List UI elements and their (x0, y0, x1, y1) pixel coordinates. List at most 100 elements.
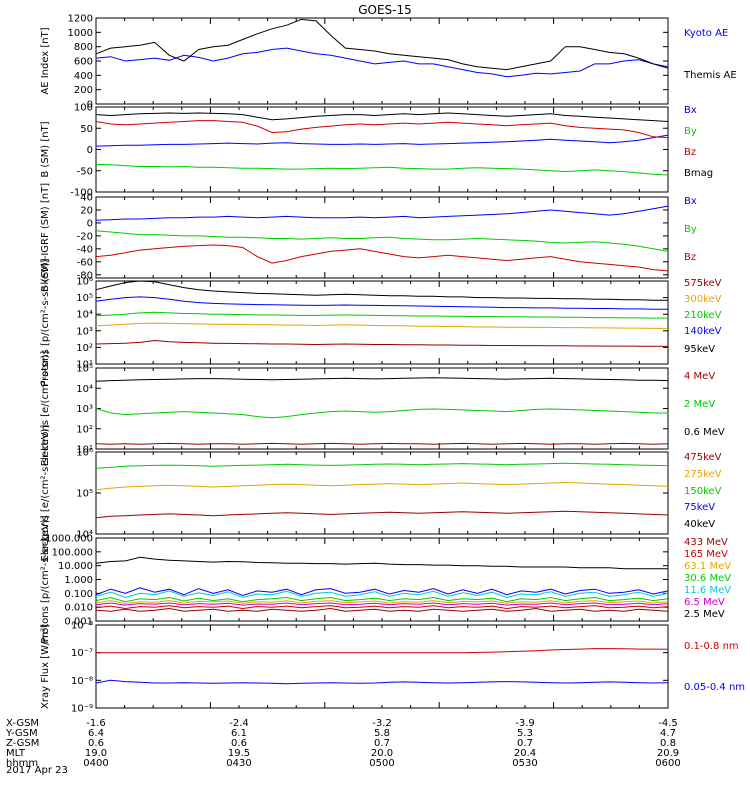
y-tick-label: 10⁻⁷ (71, 648, 93, 659)
axis-row-value: 20.0 (371, 748, 393, 759)
legend-entry: 165 MeV (684, 549, 728, 560)
y-tick-label: 10.000 (58, 561, 93, 572)
y-axis-label: Electrons [e/(cm²-s-sr)] (40, 351, 51, 467)
y-tick-label: -100 (70, 188, 93, 199)
legend-entry: 2 MeV (684, 399, 715, 410)
axis-row-value: 19.0 (85, 748, 107, 759)
axis-row-value: 5.3 (517, 728, 533, 739)
series-line-140kev (95, 296, 668, 310)
series-line-165-mev (95, 605, 669, 610)
y-tick-label: 10² (76, 343, 93, 354)
series-line-63-1-mev (95, 600, 669, 605)
legend-entry: 0.6 MeV (684, 427, 725, 438)
axis-row-value: 20.9 (657, 748, 679, 759)
y-tick-label: -20 (77, 231, 93, 242)
series-line-150kev (95, 462, 669, 469)
y-tick-label: 0.010 (64, 603, 93, 614)
legend-entry: Themis AE (683, 70, 737, 81)
legend-entry: 575keV (684, 278, 722, 289)
y-tick-label: 1.000 (64, 575, 93, 586)
axis-row-label: X-GSM (6, 718, 39, 729)
y-axis-label: Protons [p/(cm²-s-sr-keV)] (40, 258, 51, 386)
series-line-bz (95, 244, 669, 272)
bottom-axis-table: X-GSM -1.6 -2.4 -3.2 -3.9 -4.5 Y-GSM 6.4 6.1 5.8 5… (5, 718, 681, 769)
axis-row-value: -3.2 (372, 718, 392, 729)
legend-entry: 95keV (684, 344, 715, 355)
panel-2: -100 -50 0 50 100 B (SM) [nT] Bx By Bz Bmag (40, 103, 713, 199)
y-tick-label: 0 (87, 145, 93, 156)
legend-entry: Bz (684, 147, 696, 158)
panel-8: 10⁻⁹ 10⁻⁸ 10⁻⁷ 10⁻⁶ Xray Flux [W/m²] 0.1-0.8 … (40, 621, 745, 715)
y-tick-label: 10⁻⁹ (71, 704, 93, 715)
legend-entry: 433 MeV (684, 537, 728, 548)
y-tick-label: 10⁴ (76, 530, 93, 541)
y-tick-label: 200 (74, 85, 93, 96)
plot-date: 2017 Apr 23 (6, 765, 68, 776)
series-line-4-mev (95, 442, 669, 445)
y-axis-label: AE Index [nT] (40, 27, 51, 94)
y-axis-label: B (SM)-IGRF (SM) [nT] (40, 183, 51, 292)
legend-entry: 140keV (684, 326, 722, 337)
series-line-6-5-mev (95, 602, 669, 606)
series-line-kyoto-ae (95, 47, 669, 78)
y-tick-label: 10⁵ (76, 293, 93, 304)
series-line-300kev (95, 322, 668, 329)
y-tick-label: 0.100 (64, 589, 93, 600)
legend-entry: 6.5 MeV (684, 597, 725, 608)
y-tick-label: 50 (80, 124, 93, 135)
y-axis-label: Electrons [e/(cm²-s-sr-keV)] (40, 424, 51, 561)
y-tick-label: 0 (87, 218, 93, 229)
series-line-275kev (95, 481, 669, 491)
y-tick-label: 1200 (68, 14, 93, 25)
axis-row-value: 4.7 (660, 728, 676, 739)
legend-entry: 0.1-0.8 nm (684, 641, 739, 652)
y-tick-label: 10³ (76, 326, 93, 337)
y-tick-label: -40 (77, 244, 93, 255)
y-tick-label: -80 (77, 270, 93, 281)
axis-row-value: 0.7 (374, 738, 390, 749)
plot-title: GOES-15 (358, 3, 412, 17)
axis-row-value: 6.4 (88, 728, 104, 739)
legend-entry: 210keV (684, 310, 722, 321)
legend-entry: 475keV (684, 452, 722, 463)
axis-row-value: 0530 (512, 758, 537, 769)
y-tick-label: 10² (76, 424, 93, 435)
legend-entry: 150keV (684, 486, 722, 497)
legend-entry: 75keV (684, 502, 715, 513)
series-line-bx (95, 134, 669, 147)
series-line-by (95, 163, 669, 176)
series-line-210kev (95, 311, 668, 319)
y-tick-label: 10¹ (76, 360, 93, 371)
axis-row-value: 0.8 (660, 738, 676, 749)
y-tick-label: 0 (87, 100, 93, 111)
legend-entry: 30.6 MeV (684, 573, 731, 584)
y-tick-label: 10⁻⁸ (71, 676, 93, 687)
y-tick-label: 400 (74, 71, 93, 82)
y-tick-label: 10³ (76, 404, 93, 415)
axis-row-value: 0.6 (88, 738, 104, 749)
axis-row-label: Y-GSM (5, 728, 38, 739)
legend-entry: Kyoto AE (684, 28, 728, 39)
y-tick-label: 800 (74, 42, 93, 53)
legend-entry: 275keV (684, 469, 722, 480)
series-line-bz (95, 120, 669, 139)
legend-entry: 63.1 MeV (684, 561, 731, 572)
y-tick-label: -60 (77, 257, 93, 268)
panel-1: 0 200 400 600 800 1000 1200 AE Index [nT] Kyoto … (40, 14, 737, 111)
y-axis-label: Xray Flux [W/m²] (40, 624, 51, 709)
series-line-2-mev (95, 408, 668, 419)
axis-row-value: 0.7 (517, 738, 533, 749)
axis-row-value: 19.5 (228, 748, 250, 759)
y-tick-label: 600 (74, 57, 93, 68)
y-axis-label: B (SM) [nT] (40, 121, 51, 177)
axis-row-value: 5.8 (374, 728, 390, 739)
legend-entry: 300keV (684, 294, 722, 305)
axis-row-value: 20.4 (514, 748, 536, 759)
y-axis-label: Protons [p/(cm²-s-sr-keV)] (40, 515, 51, 643)
axis-row-value: -4.5 (658, 718, 678, 729)
series-line-30-6-mev (95, 596, 669, 603)
legend-entry: By (684, 224, 697, 235)
legend-entry: 40keV (684, 519, 715, 530)
